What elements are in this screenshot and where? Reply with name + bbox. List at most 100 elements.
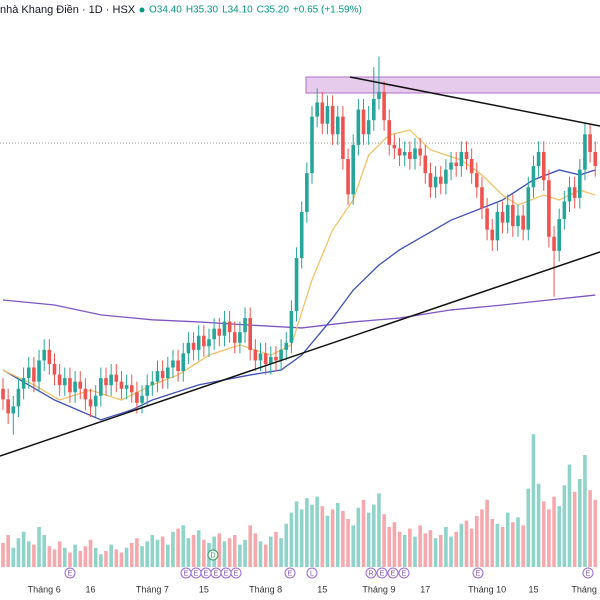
candle-body bbox=[186, 342, 191, 354]
volume-bar bbox=[320, 506, 325, 567]
candle-body bbox=[505, 204, 510, 223]
x-tick-label: 17 bbox=[420, 584, 430, 594]
volume-bar bbox=[449, 536, 453, 567]
event-label: E bbox=[224, 570, 229, 577]
event-label: E bbox=[402, 570, 407, 577]
candle-body bbox=[63, 378, 67, 386]
volume-bar bbox=[572, 491, 577, 567]
volume-bar bbox=[269, 536, 273, 567]
volume-bar bbox=[588, 490, 592, 567]
volume-bar bbox=[145, 541, 149, 567]
volume-bar bbox=[99, 554, 103, 567]
candle-body bbox=[227, 321, 232, 333]
volume-bar bbox=[299, 509, 304, 567]
volume-bar bbox=[150, 535, 155, 567]
volume-bar bbox=[511, 522, 515, 567]
candle-body bbox=[428, 173, 433, 188]
candle-body bbox=[346, 159, 350, 195]
candle-body bbox=[361, 109, 366, 135]
volume-bar bbox=[536, 483, 541, 567]
volume-bar bbox=[253, 533, 258, 567]
candle-body bbox=[253, 349, 258, 361]
volume-bar bbox=[227, 538, 232, 567]
candle-body bbox=[387, 120, 392, 145]
volume-bar bbox=[392, 522, 397, 567]
volume-bar bbox=[6, 535, 10, 567]
event-label: E bbox=[184, 570, 189, 577]
volume-bar bbox=[593, 499, 598, 567]
volume-bar bbox=[248, 525, 252, 567]
candle-body bbox=[485, 208, 489, 230]
candle-body bbox=[176, 360, 180, 372]
candle-body bbox=[547, 180, 551, 237]
x-tick-label: Tháng 9 bbox=[362, 584, 395, 594]
volume-bar bbox=[176, 528, 180, 567]
moving-average bbox=[2, 129, 596, 401]
status-dot bbox=[139, 7, 145, 13]
dividend-circle bbox=[207, 549, 219, 561]
volume-bar bbox=[258, 541, 263, 567]
candle-body bbox=[541, 151, 546, 181]
event-label: E bbox=[391, 570, 396, 577]
volume-bar bbox=[341, 511, 345, 567]
volume-bar bbox=[490, 519, 495, 567]
x-tick-label: Tháng 8 bbox=[249, 584, 282, 594]
x-tick-label: Tháng 10 bbox=[468, 584, 506, 594]
event-circle bbox=[64, 567, 76, 579]
volume-bar bbox=[294, 501, 299, 567]
candle-body bbox=[531, 166, 536, 188]
legend-value: H35.30 bbox=[186, 5, 219, 16]
volume-bar bbox=[196, 530, 201, 567]
candle-body bbox=[166, 367, 170, 379]
candle-body bbox=[562, 201, 567, 220]
candle-body bbox=[73, 381, 77, 393]
volume-bar bbox=[351, 525, 355, 567]
candle-body bbox=[572, 187, 577, 198]
volume-bar bbox=[444, 527, 448, 567]
candle-body bbox=[109, 374, 113, 386]
volume-bar bbox=[454, 531, 458, 567]
candle-body bbox=[433, 176, 438, 188]
candle-body bbox=[32, 367, 36, 382]
candle-body bbox=[150, 381, 155, 386]
volume-bar bbox=[186, 538, 191, 567]
candle-body bbox=[52, 363, 57, 375]
event-label: R bbox=[368, 570, 373, 577]
legend-value: C35.20 bbox=[257, 5, 290, 16]
candle-body bbox=[202, 335, 206, 347]
event-label: E bbox=[204, 570, 209, 577]
volume-bar bbox=[114, 549, 119, 567]
candle-body bbox=[578, 169, 582, 198]
volume-bar bbox=[37, 527, 41, 567]
volume-bar bbox=[88, 539, 93, 567]
candle-body bbox=[500, 212, 505, 223]
volume-bar bbox=[475, 515, 479, 567]
volume-bar bbox=[26, 541, 31, 567]
volume-bar bbox=[526, 488, 531, 567]
volume-bar bbox=[263, 544, 268, 567]
volume-bar bbox=[583, 455, 587, 567]
candle-body bbox=[145, 385, 149, 396]
volume-bar bbox=[222, 541, 227, 567]
candle-body bbox=[310, 116, 314, 174]
candle-body bbox=[583, 134, 587, 170]
resistance-trendline bbox=[349, 76, 600, 127]
candle-body bbox=[444, 169, 448, 184]
candle-body bbox=[418, 148, 422, 156]
event-circle bbox=[284, 567, 296, 579]
volume-bar bbox=[330, 509, 335, 567]
volume-bar bbox=[68, 552, 72, 567]
event-label: E bbox=[380, 570, 385, 577]
candle-body bbox=[1, 388, 5, 400]
volume-bar bbox=[346, 519, 350, 567]
candle-body bbox=[160, 371, 165, 379]
volume-bar bbox=[171, 531, 175, 567]
x-tick-label: 15 bbox=[199, 584, 209, 594]
candle-body bbox=[129, 385, 134, 393]
candle-layer bbox=[1, 56, 598, 435]
volume-bar bbox=[243, 539, 247, 567]
volume-bar bbox=[181, 525, 186, 567]
volume-bar bbox=[387, 527, 392, 567]
volume-bar bbox=[438, 535, 443, 567]
candle-body bbox=[114, 374, 119, 382]
